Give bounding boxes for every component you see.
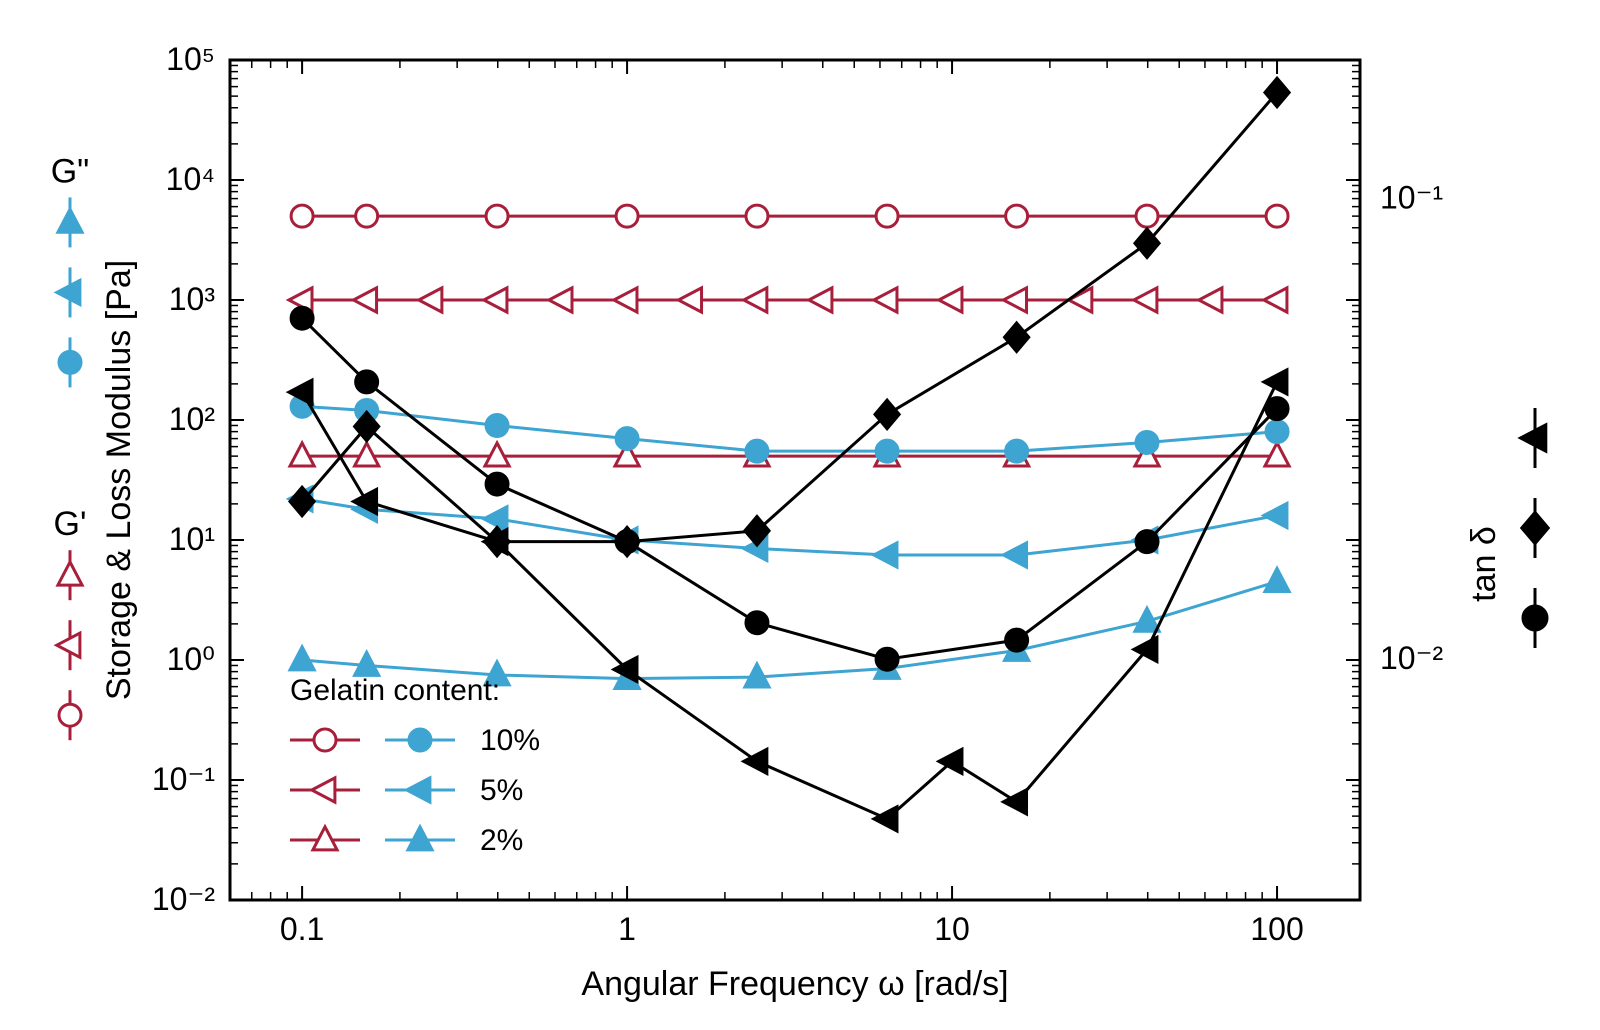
svg-text:10⁻¹: 10⁻¹ [1380, 180, 1443, 216]
svg-text:10³: 10³ [169, 281, 216, 317]
svg-text:10⁻²: 10⁻² [1380, 640, 1443, 676]
svg-text:10: 10 [934, 911, 970, 947]
rheology-chart: 0.1 1 10 100 Angular Frequency ω [rad/s] 10⁻²… [0, 0, 1600, 1030]
svg-text:10⁴: 10⁴ [166, 161, 215, 197]
svg-text:G": G" [51, 152, 90, 190]
svg-text:10²: 10² [169, 401, 216, 437]
svg-text:5%: 5% [480, 774, 523, 807]
svg-text:Gelatin content:: Gelatin content: [290, 674, 500, 707]
svg-text:10⁰: 10⁰ [167, 641, 215, 677]
svg-text:10⁻²: 10⁻² [152, 881, 215, 917]
svg-text:2%: 2% [480, 824, 523, 857]
svg-text:Storage & Loss Modulus [Pa]: Storage & Loss Modulus [Pa] [100, 260, 138, 700]
svg-text:10¹: 10¹ [169, 521, 215, 557]
svg-text:tan δ: tan δ [1465, 526, 1503, 602]
svg-text:10⁻¹: 10⁻¹ [152, 761, 215, 797]
chart-container: { "chart": { "type": "line-scatter-loglo… [0, 0, 1600, 1030]
svg-text:100: 100 [1250, 911, 1303, 947]
svg-text:1: 1 [618, 911, 636, 947]
svg-text:Angular Frequency ω [rad/s]: Angular Frequency ω [rad/s] [581, 965, 1008, 1003]
svg-text:G': G' [54, 505, 87, 543]
svg-text:10%: 10% [480, 724, 540, 757]
svg-text:10⁵: 10⁵ [166, 41, 215, 77]
svg-text:0.1: 0.1 [280, 911, 324, 947]
